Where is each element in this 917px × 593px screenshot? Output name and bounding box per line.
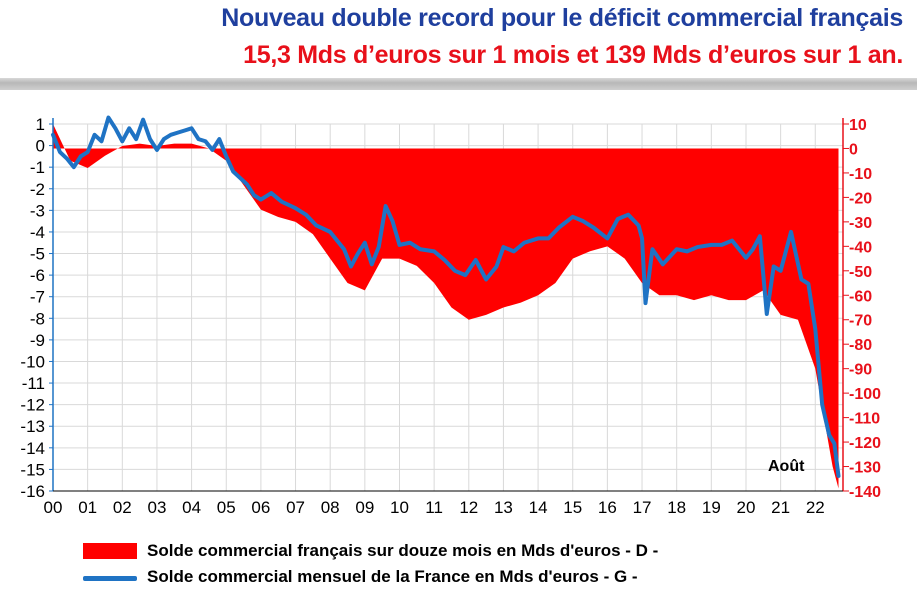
left-tick-label: -16 <box>20 482 45 501</box>
right-axis-ticks: 10 0 -10 -20 -30 -40 -50 -60 -70 -80 -90 -100 -110 -1… <box>843 117 881 501</box>
monthly-line <box>51 115 841 478</box>
area-series <box>53 124 839 489</box>
x-tick-label: 07 <box>286 498 305 517</box>
x-tick-label: 19 <box>702 498 721 517</box>
right-tick-label: -60 <box>849 288 872 305</box>
x-tick-label: 14 <box>529 498 548 517</box>
legend-line-swatch <box>83 576 137 581</box>
left-tick-label: -1 <box>30 158 45 177</box>
x-tick-label: 03 <box>147 498 166 517</box>
right-tick-label: -10 <box>849 166 872 183</box>
x-tick-label: 18 <box>667 498 686 517</box>
left-axis-ticks: 1 0 -1 -2 -3 -4 -5 -6 -7 -8 -9 -10 -11 -12 -13 -14 -15 -1… <box>20 115 53 501</box>
x-tick-label: 00 <box>44 498 63 517</box>
right-tick-label: -30 <box>849 215 872 232</box>
left-tick-label: -8 <box>30 309 45 328</box>
legend-area-swatch <box>83 543 137 559</box>
right-tick-label: -50 <box>849 264 872 281</box>
trade-balance-chart: 10-1-2-3-4-5-6-7-8-9-10-11-12-13-14-15-1… <box>20 115 881 517</box>
right-tick-label: 0 <box>849 141 858 158</box>
chart-title: Nouveau double record pour le déficit co… <box>221 4 903 32</box>
right-tick-label: -100 <box>849 386 881 403</box>
area-fill <box>53 124 839 489</box>
left-tick-label: -4 <box>30 223 45 242</box>
left-tick-label: -11 <box>22 374 45 393</box>
left-tick-label: -15 <box>20 460 45 479</box>
right-tick-label: -120 <box>849 435 881 452</box>
right-tick-label: -130 <box>849 460 881 477</box>
chart-subtitle: 15,3 Mds d’euros sur 1 mois et 139 Mds d… <box>243 41 903 69</box>
x-tick-label: 15 <box>563 498 582 517</box>
x-tick-label: 06 <box>251 498 270 517</box>
right-tick-label: -20 <box>849 190 872 207</box>
left-tick-label: -2 <box>30 180 45 199</box>
left-tick-label: -10 <box>20 352 45 371</box>
left-tick-label: -7 <box>30 288 45 307</box>
right-tick-label: -70 <box>849 313 872 330</box>
left-tick-label: -6 <box>30 266 45 285</box>
x-tick-label: 05 <box>217 498 236 517</box>
x-tick-label: 02 <box>113 498 132 517</box>
left-tick-label: -3 <box>30 201 45 220</box>
left-tick-label: -12 <box>20 396 45 415</box>
left-tick-label: -14 <box>20 439 45 458</box>
x-tick-label: 08 <box>321 498 340 517</box>
left-tick-label: -5 <box>30 245 45 264</box>
title-divider <box>0 78 917 90</box>
x-tick-label: 22 <box>806 498 825 517</box>
left-tick-label: 0 <box>36 137 45 156</box>
x-tick-label: 20 <box>737 498 756 517</box>
x-tick-label: 11 <box>425 498 443 517</box>
line-series <box>51 115 841 478</box>
axes <box>52 118 844 492</box>
right-tick-label: -110 <box>849 411 880 428</box>
annotation-aout: Août <box>768 458 805 475</box>
right-tick-label: -140 <box>849 484 881 501</box>
x-tick-label: 21 <box>771 498 790 517</box>
x-tick-label: 16 <box>598 498 617 517</box>
left-tick-label: -9 <box>30 331 45 350</box>
x-axis-ticks: 00 01 02 03 04 05 06 07 08 09 10 11 12 13 14 15 16 17 18 19… <box>44 498 825 517</box>
x-tick-label: 01 <box>78 498 97 517</box>
x-tick-label: 13 <box>494 498 513 517</box>
right-tick-label: 10 <box>849 117 867 134</box>
legend-area-label: Solde commercial français sur douze mois… <box>147 541 659 560</box>
x-tick-label: 12 <box>459 498 478 517</box>
left-tick-label: 1 <box>36 115 45 134</box>
x-tick-label: 17 <box>633 498 652 517</box>
left-tick-label: -13 <box>20 417 45 436</box>
right-tick-label: -40 <box>849 239 872 256</box>
x-tick-label: 10 <box>390 498 409 517</box>
x-tick-label: 09 <box>355 498 374 517</box>
legend-line-label: Solde commercial mensuel de la France en… <box>147 567 638 586</box>
right-tick-label: -80 <box>849 337 872 354</box>
x-tick-label: 04 <box>182 498 201 517</box>
right-tick-label: -90 <box>849 362 872 379</box>
